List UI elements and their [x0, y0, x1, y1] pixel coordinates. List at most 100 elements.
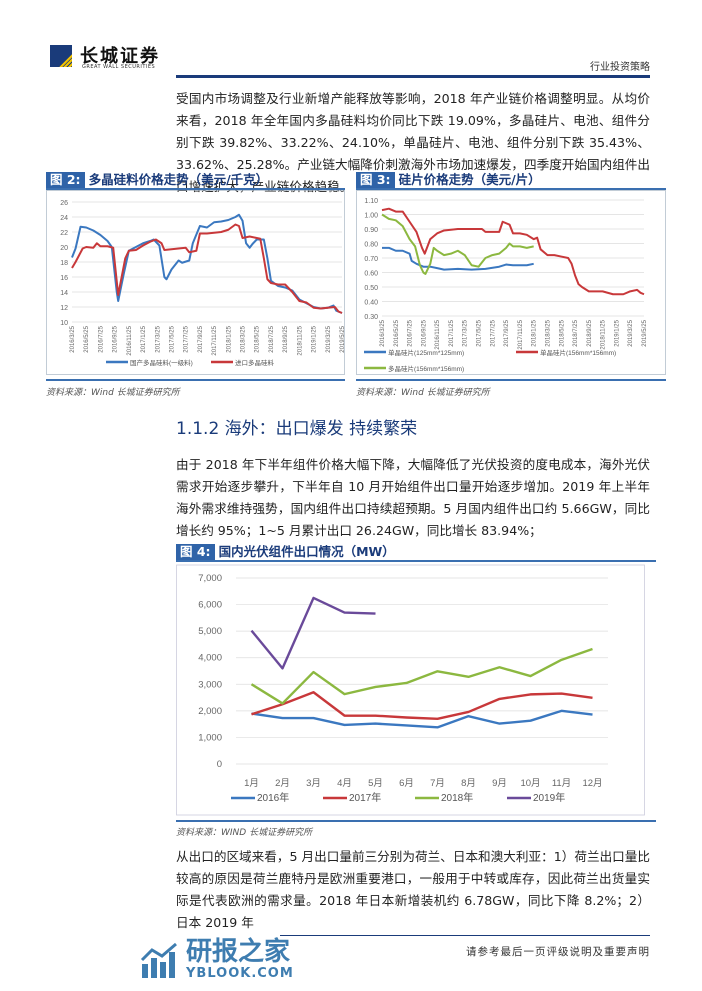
legend-label: 2019年: [533, 791, 565, 804]
x-tick-label: 2016/5/25: [394, 319, 400, 346]
figure-4-number: 图 4:: [176, 544, 215, 560]
x-tick-label: 2016/11/25: [127, 325, 133, 355]
x-tick-label: 2019/5/25: [642, 319, 648, 346]
figure-3-bottom-rule: [356, 379, 666, 381]
y-tick-label: 10: [60, 320, 68, 327]
y-tick-label: 2,000: [198, 706, 222, 717]
series-line-1: [71, 223, 343, 314]
y-tick-label: 7,000: [198, 573, 222, 584]
x-tick-label: 2016/5/25: [84, 325, 90, 352]
figure-2-number: 图 2:: [46, 172, 85, 188]
y-tick-label: 26: [60, 200, 68, 207]
figure-2-source: 资料来源：Wind 长城证券研究所: [46, 388, 180, 398]
x-tick-label: 2017/3/25: [463, 319, 469, 346]
watermark-en: YBLOOK.COM: [186, 966, 294, 981]
y-tick-label: 0.30: [364, 314, 378, 321]
x-tick-label: 2018/11/25: [601, 319, 607, 349]
y-tick-label: 0.90: [364, 227, 378, 234]
footer-divider: [280, 935, 650, 936]
report-category: 行业投资策略: [590, 62, 650, 73]
x-tick-label: 2018/5/25: [255, 325, 261, 352]
series-line-1: [381, 207, 645, 296]
y-tick-label: 6,000: [198, 600, 222, 611]
y-tick-label: 1,000: [198, 732, 222, 743]
figure-3-title-bar: 图 3: 硅片价格走势（美元/片）: [356, 172, 666, 190]
x-tick-label: 2019/5/25: [340, 325, 345, 352]
x-tick-label: 2017/5/25: [477, 319, 483, 346]
x-tick-label: 2019/1/25: [614, 319, 620, 346]
figure-4-chart: 0 1,000 2,000 3,000 4,000 5,000 6,000 7,000 1月 2月…: [176, 564, 645, 816]
export-paragraph: 由于 2018 年下半年组件价格大幅下降，大幅降低了光伏投资的度电成本，海外光伏…: [176, 457, 650, 538]
figure-3-number: 图 3:: [356, 172, 395, 188]
x-tick-label: 9月: [492, 778, 507, 789]
logo-en: GREAT WALL SECURITIES: [82, 64, 156, 70]
intro-paragraph: 受国内市场调整及行业新增产能释放等影响，2018 年产业链价格调整明显。从均价来…: [176, 91, 650, 194]
series-line-1: [251, 691, 593, 721]
x-tick-label: 11月: [552, 778, 571, 789]
x-tick-label: 2016/7/25: [98, 325, 104, 352]
chart-frame: [356, 190, 666, 375]
figure-2-title: 多晶硅料价格走势（美元/千克）: [88, 172, 269, 187]
x-tick-label: 2019/3/25: [326, 325, 332, 352]
y-tick-label: 20: [60, 245, 68, 252]
x-tick-label: 2018/11/25: [297, 325, 303, 355]
legend-label: 单晶硅片(156mm*156mm): [540, 348, 616, 357]
legend-label: 国产多晶硅料(一级料): [130, 358, 193, 367]
x-tick-label: 2016/3/25: [70, 325, 76, 352]
x-tick-label: 2019/1/25: [312, 325, 318, 352]
series-line-3: [250, 596, 376, 670]
y-tick-label: 0.80: [364, 242, 378, 249]
series-line-0: [251, 709, 593, 729]
y-tick-label: 16: [60, 275, 68, 282]
figure-4-source: 资料来源：WIND 长城证券研究所: [176, 828, 313, 838]
x-tick-label: 2017/3/25: [155, 325, 161, 352]
x-tick-label: 2018/9/25: [587, 319, 593, 346]
y-tick-label: 0.50: [364, 285, 378, 292]
x-tick-label: 3月: [306, 778, 321, 789]
chart-frame: [176, 564, 645, 816]
x-tick-label: 2018/3/25: [241, 325, 247, 352]
x-tick-label: 2018/7/25: [269, 325, 275, 352]
figure-3-title: 硅片价格走势（美元/片）: [398, 172, 541, 187]
logo-mark-icon: [50, 45, 72, 67]
watermark-chart-icon: [140, 942, 177, 978]
series-line-0: [382, 246, 534, 271]
x-tick-label: 2016/3/25: [380, 319, 386, 346]
x-tick-label: 2016/9/25: [421, 319, 427, 346]
x-tick-label: 2016/7/25: [408, 319, 414, 346]
series-line-2: [250, 647, 593, 705]
legend-label: 2016年: [257, 791, 289, 804]
figure-3-source: 资料来源：Wind 长城证券研究所: [356, 388, 490, 398]
y-tick-label: 14: [60, 290, 68, 297]
x-tick-label: 2018/7/25: [573, 319, 579, 346]
figure-3-chart: 0.30 0.40 0.50 0.60 0.70 0.80 0.90 1.00 1.10 2016…: [356, 190, 666, 375]
figure-2-bottom-rule: [46, 379, 345, 381]
figure-4-title: 国内光伏组件出口情况（MW）: [218, 544, 395, 559]
series-line-0: [71, 213, 343, 314]
x-tick-label: 2017/9/25: [198, 325, 204, 352]
legend-label: 2018年: [441, 791, 473, 804]
y-tick-label: 1.10: [364, 198, 378, 205]
figure-4-title-bar: 图 4: 国内光伏组件出口情况（MW）: [176, 544, 656, 562]
figure-2: 图 2: 多晶硅料价格走势（美元/千克） 10 12 14 16 18 20 22 24 26 20…: [46, 172, 346, 398]
y-tick-label: 18: [60, 260, 68, 267]
x-tick-label: 2016/11/25: [435, 319, 441, 349]
legend-label: 进口多晶硅料: [235, 358, 275, 367]
x-tick-label: 2018/1/25: [532, 319, 538, 346]
y-tick-label: 0: [217, 759, 222, 770]
x-tick-label: 2017/7/25: [490, 319, 496, 346]
x-tick-label: 2017/1/25: [449, 319, 455, 346]
y-tick-label: 1.00: [364, 213, 378, 220]
watermark: 研报之家 YBLOOK.COM: [140, 938, 294, 981]
region-paragraph: 从出口的区域来看，5 月出口量前三分别为荷兰、日本和澳大利亚：1）荷兰出口量比较…: [176, 849, 650, 930]
x-tick-label: 6月: [399, 778, 414, 789]
logo-cn: 长城证券: [80, 46, 160, 67]
figure-4-bottom-rule: [176, 820, 656, 822]
figure-3: 图 3: 硅片价格走势（美元/片） 0.30 0.40 0.50 0.60 0.70 0.8…: [356, 172, 666, 398]
y-tick-label: 5,000: [198, 626, 222, 637]
x-tick-label: 2018/1/25: [226, 325, 232, 352]
section-heading: 1.1.2 海外：出口爆发 持续繁荣: [176, 419, 418, 439]
x-tick-label: 2018/3/25: [545, 319, 551, 346]
footer-disclaimer: 请参考最后一页评级说明及重要声明: [466, 946, 650, 958]
series-line-2: [381, 213, 534, 275]
